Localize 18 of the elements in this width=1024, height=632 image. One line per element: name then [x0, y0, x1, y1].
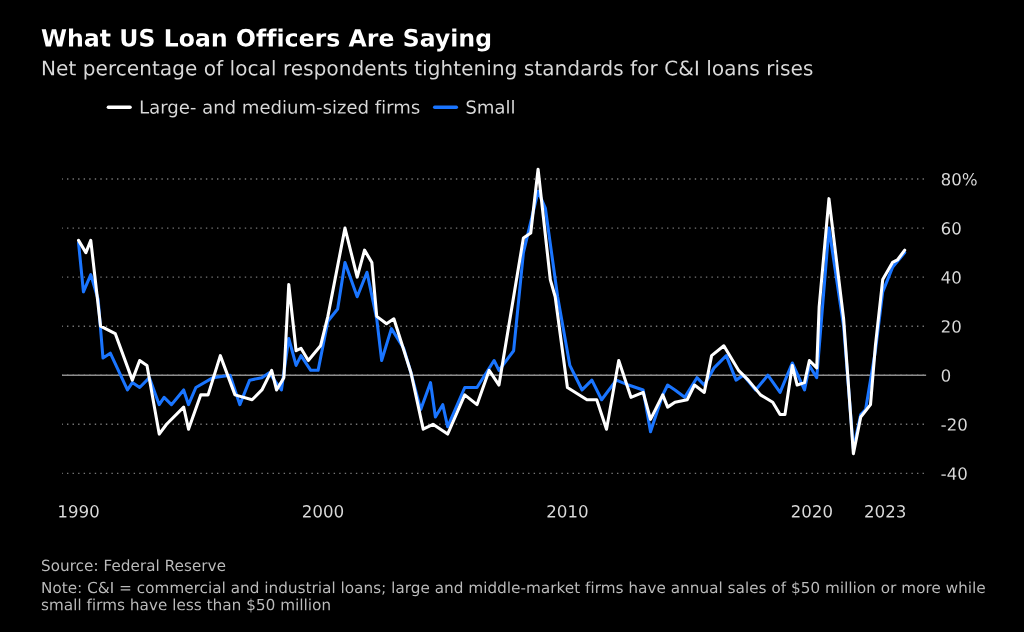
- y-tick-label: 80%: [941, 173, 977, 186]
- x-tick-label: 2000: [302, 505, 344, 518]
- text: Note: C&I = commercial and industrial loans; large and middle-market firms have annual sales of $50 million or more while small firms have less than $50 million: [41, 581, 985, 613]
- y-tick-label: 20: [941, 320, 961, 333]
- y-tick-label: -20: [941, 418, 967, 431]
- source-note: Source: Federal Reserve: [41, 559, 226, 572]
- x-tick-label: 2020: [791, 505, 832, 518]
- x-tick-label: 1990: [59, 505, 99, 518]
- chart-title: What US Loan Officers Are Saying: [41, 28, 491, 52]
- legend-label: Large- and medium-sized firms: [140, 99, 420, 118]
- x-tick-label: 2023: [865, 505, 906, 518]
- x-tick-label: 2010: [547, 505, 588, 518]
- y-tick-label: -40: [941, 467, 967, 480]
- chart-subtitle: Net percentage of local respondents tightening standards for C&I loans rises: [42, 60, 813, 80]
- legend-label: Small: [466, 99, 514, 114]
- y-tick-label: 0: [941, 369, 951, 382]
- y-tick-label: 40: [941, 271, 961, 284]
- y-tick-label: 60: [941, 222, 961, 235]
